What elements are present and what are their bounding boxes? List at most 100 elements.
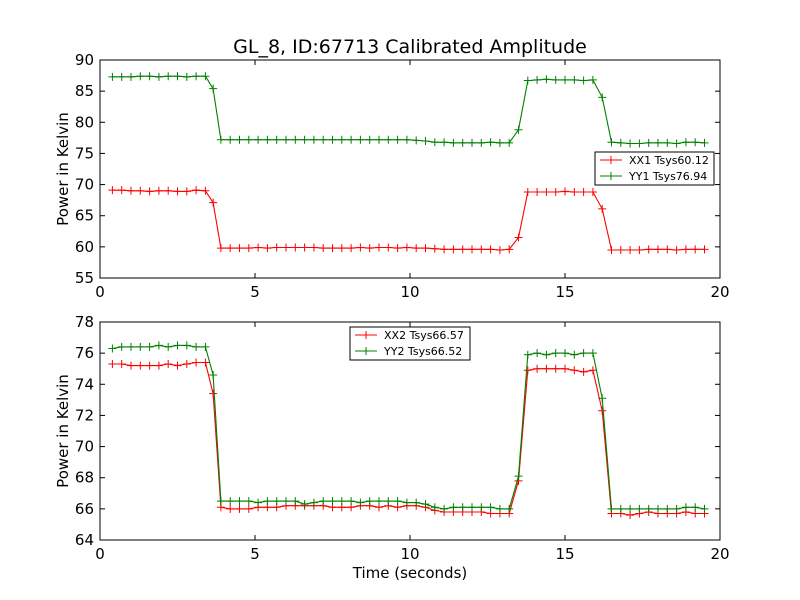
data-point bbox=[551, 364, 560, 373]
data-point bbox=[458, 245, 467, 254]
data-point bbox=[402, 135, 411, 144]
data-point bbox=[108, 186, 117, 195]
x-axis-label: Time (seconds) bbox=[352, 564, 468, 582]
data-point bbox=[254, 498, 263, 507]
data-point bbox=[644, 138, 653, 147]
data-point bbox=[402, 498, 411, 507]
data-point bbox=[449, 138, 458, 147]
data-point bbox=[607, 138, 616, 147]
data-point bbox=[542, 350, 551, 359]
data-point bbox=[108, 344, 117, 353]
data-point bbox=[533, 364, 542, 373]
data-point bbox=[523, 366, 532, 375]
data-point bbox=[468, 138, 476, 147]
data-point bbox=[244, 504, 253, 513]
data-point bbox=[626, 245, 635, 254]
x-tick-label: 10 bbox=[400, 283, 419, 301]
data-point bbox=[365, 497, 374, 506]
data-point bbox=[164, 360, 173, 369]
data-point bbox=[209, 370, 218, 379]
data-point bbox=[216, 135, 225, 144]
data-point bbox=[347, 135, 356, 144]
data-point bbox=[300, 500, 309, 509]
legend-marker bbox=[607, 156, 615, 164]
data-point bbox=[235, 244, 244, 253]
data-point bbox=[402, 243, 411, 252]
data-point bbox=[365, 135, 374, 144]
data-point bbox=[226, 244, 235, 253]
data-point bbox=[533, 349, 542, 358]
data-point bbox=[192, 358, 201, 367]
data-point bbox=[117, 360, 126, 369]
data-point bbox=[700, 138, 709, 147]
data-point bbox=[551, 349, 560, 358]
data-point bbox=[108, 72, 117, 81]
x-tick-label: 10 bbox=[400, 545, 419, 563]
data-point bbox=[700, 245, 709, 254]
data-point bbox=[477, 503, 486, 512]
data-point bbox=[356, 243, 365, 252]
data-point bbox=[449, 245, 458, 254]
x-tick-label: 20 bbox=[710, 545, 729, 563]
data-point bbox=[616, 245, 625, 254]
data-point bbox=[598, 93, 607, 102]
data-point bbox=[598, 394, 607, 403]
legend: XX2 Tsys66.57 YY2 Tsys66.52 bbox=[349, 326, 471, 361]
data-point bbox=[136, 361, 145, 370]
data-point bbox=[272, 135, 281, 144]
data-point bbox=[309, 135, 318, 144]
data-point bbox=[654, 245, 662, 254]
data-point bbox=[588, 188, 597, 197]
data-point bbox=[226, 504, 235, 513]
data-point bbox=[209, 198, 218, 207]
data-point bbox=[616, 138, 625, 147]
y-tick-label: 66 bbox=[75, 500, 94, 518]
data-point bbox=[337, 135, 346, 144]
data-point bbox=[607, 245, 616, 254]
data-point bbox=[356, 498, 365, 507]
data-point bbox=[173, 72, 182, 81]
data-point bbox=[393, 244, 402, 253]
data-point bbox=[192, 186, 201, 195]
data-point bbox=[570, 75, 579, 84]
data-point bbox=[672, 504, 681, 513]
legend-label: XX2 Tsys66.57 bbox=[384, 329, 464, 342]
data-point bbox=[300, 135, 309, 144]
data-point bbox=[182, 360, 191, 369]
data-point bbox=[514, 472, 523, 481]
data-point bbox=[412, 498, 421, 507]
data-point bbox=[654, 504, 662, 513]
data-point bbox=[164, 342, 173, 351]
data-point bbox=[421, 244, 430, 253]
plot-frame bbox=[99, 59, 721, 279]
y-tick-label: 65 bbox=[75, 207, 94, 225]
data-point bbox=[309, 498, 318, 507]
data-point bbox=[626, 139, 635, 148]
data-point bbox=[523, 76, 532, 85]
data-point bbox=[635, 504, 644, 513]
data-point bbox=[244, 497, 253, 506]
data-point bbox=[616, 504, 625, 513]
data-point bbox=[440, 245, 449, 254]
data-point bbox=[145, 361, 154, 370]
bottom-panel: 0 5 10 15 20 64 66 68 70 72 74 76 78 Power in Kelvin T… bbox=[54, 313, 730, 582]
data-point bbox=[672, 139, 681, 148]
y-tick-label: 64 bbox=[75, 531, 94, 549]
data-point bbox=[182, 341, 191, 350]
data-point bbox=[430, 503, 439, 512]
data-point bbox=[173, 187, 182, 196]
data-point bbox=[244, 244, 253, 253]
data-point bbox=[337, 244, 346, 253]
data-point bbox=[272, 497, 281, 506]
data-point bbox=[570, 350, 579, 359]
data-point bbox=[235, 497, 244, 506]
data-point bbox=[154, 72, 163, 81]
data-point bbox=[561, 349, 569, 358]
data-point bbox=[663, 245, 672, 254]
data-point bbox=[570, 188, 579, 197]
y-tick-label: 74 bbox=[75, 375, 94, 393]
legend-box bbox=[594, 151, 715, 186]
data-point bbox=[136, 186, 145, 195]
data-point bbox=[598, 406, 607, 415]
data-point bbox=[477, 138, 486, 147]
